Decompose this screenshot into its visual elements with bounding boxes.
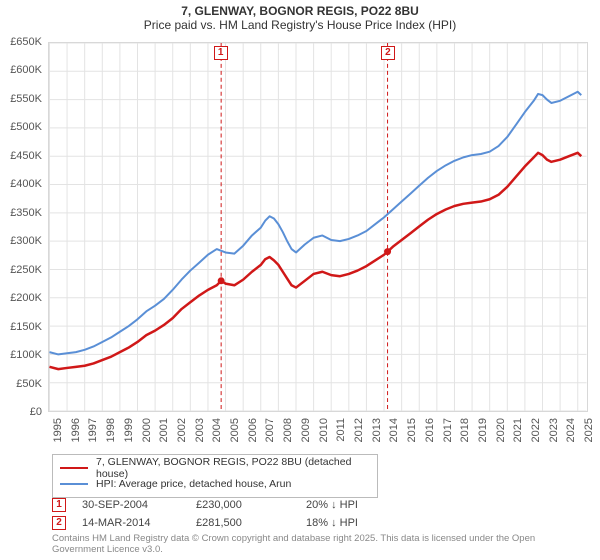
x-tick-label: 2008 (282, 418, 294, 442)
chart-area: 12£0£50K£100K£150K£200K£250K£300K£350K£4… (48, 42, 588, 412)
legend-swatch (60, 467, 88, 469)
sale-date: 14-MAR-2014 (82, 517, 196, 529)
chart-subtitle: Price paid vs. HM Land Registry's House … (0, 18, 600, 32)
x-tick-label: 2014 (388, 418, 400, 442)
series-hpi (49, 92, 581, 355)
x-tick-label: 1999 (123, 418, 135, 442)
y-tick-label: £300K (0, 235, 42, 247)
y-tick-label: £350K (0, 207, 42, 219)
y-tick-label: £100K (0, 349, 42, 361)
sale-date: 30-SEP-2004 (82, 499, 196, 511)
x-tick-label: 2016 (424, 418, 436, 442)
chart-title: 7, GLENWAY, BOGNOR REGIS, PO22 8BU (0, 4, 600, 18)
x-tick-label: 2007 (264, 418, 276, 442)
x-tick-label: 2000 (141, 418, 153, 442)
chart-plot (48, 42, 588, 412)
y-tick-label: £400K (0, 178, 42, 190)
x-tick-label: 2010 (318, 418, 330, 442)
y-tick-label: £0 (0, 406, 42, 418)
x-tick-label: 1997 (87, 418, 99, 442)
attribution-text: Contains HM Land Registry data © Crown c… (52, 534, 582, 556)
y-tick-label: £500K (0, 121, 42, 133)
x-tick-label: 2006 (247, 418, 259, 442)
y-tick-label: £150K (0, 321, 42, 333)
sale-delta: 18% ↓ HPI (306, 517, 426, 529)
x-tick-label: 2022 (530, 418, 542, 442)
sale-marker-box: 1 (52, 498, 66, 512)
x-tick-label: 2011 (335, 418, 347, 442)
y-tick-label: £200K (0, 292, 42, 304)
legend-item-price_paid: 7, GLENWAY, BOGNOR REGIS, PO22 8BU (deta… (60, 460, 370, 476)
sale-point-1 (218, 277, 225, 284)
x-tick-label: 1995 (52, 418, 64, 442)
sales-table: 1 30-SEP-2004£230,00020% ↓ HPI 2 14-MAR-201… (52, 496, 426, 532)
y-tick-label: £250K (0, 264, 42, 276)
x-tick-label: 2024 (565, 418, 577, 442)
x-tick-label: 2019 (477, 418, 489, 442)
x-tick-label: 2001 (158, 418, 170, 442)
x-tick-label: 2018 (459, 418, 471, 442)
series-price_paid (49, 153, 581, 369)
event-marker-1: 1 (214, 46, 228, 60)
x-tick-label: 2004 (211, 418, 223, 442)
sale-point-2 (384, 248, 391, 255)
x-tick-label: 2012 (353, 418, 365, 442)
title-block: 7, GLENWAY, BOGNOR REGIS, PO22 8BU Price… (0, 0, 600, 34)
x-tick-label: 2005 (229, 418, 241, 442)
x-tick-label: 2021 (512, 418, 524, 442)
x-tick-label: 2023 (548, 418, 560, 442)
x-tick-label: 2017 (442, 418, 454, 442)
x-tick-label: 2002 (176, 418, 188, 442)
x-tick-label: 1998 (105, 418, 117, 442)
x-tick-label: 1996 (70, 418, 82, 442)
chart-container: 7, GLENWAY, BOGNOR REGIS, PO22 8BU Price… (0, 0, 600, 560)
sale-price: £230,000 (196, 499, 306, 511)
sale-price: £281,500 (196, 517, 306, 529)
x-tick-label: 2025 (583, 418, 595, 442)
x-tick-label: 2015 (406, 418, 418, 442)
sale-marker-box: 2 (52, 516, 66, 530)
legend-swatch (60, 483, 88, 485)
sale-row-1: 1 30-SEP-2004£230,00020% ↓ HPI (52, 496, 426, 514)
legend: 7, GLENWAY, BOGNOR REGIS, PO22 8BU (deta… (52, 454, 378, 498)
y-tick-label: £50K (0, 378, 42, 390)
y-tick-label: £550K (0, 93, 42, 105)
y-tick-label: £450K (0, 150, 42, 162)
y-tick-label: £600K (0, 64, 42, 76)
sale-row-2: 2 14-MAR-2014£281,50018% ↓ HPI (52, 514, 426, 532)
x-tick-label: 2013 (371, 418, 383, 442)
legend-label: 7, GLENWAY, BOGNOR REGIS, PO22 8BU (deta… (96, 456, 370, 480)
event-marker-2: 2 (381, 46, 395, 60)
x-tick-label: 2020 (495, 418, 507, 442)
x-tick-label: 2009 (300, 418, 312, 442)
y-tick-label: £650K (0, 36, 42, 48)
x-tick-label: 2003 (194, 418, 206, 442)
sale-delta: 20% ↓ HPI (306, 499, 426, 511)
legend-label: HPI: Average price, detached house, Arun (96, 478, 291, 490)
